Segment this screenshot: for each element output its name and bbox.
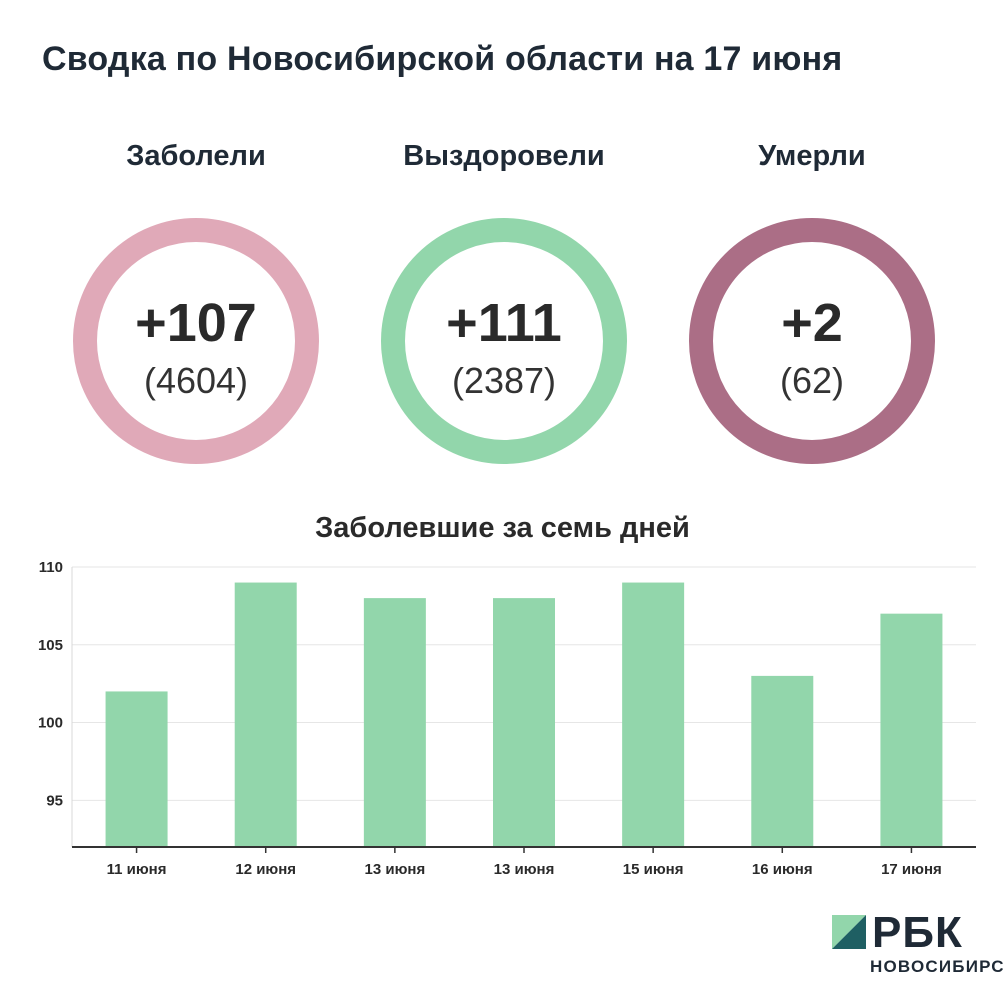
stat-delta: +107 (135, 293, 257, 353)
x-tick-label: 15 июня (623, 861, 684, 878)
bar (234, 582, 297, 847)
stat-label: Умерли (758, 140, 866, 172)
bar (880, 613, 943, 847)
x-tick-label: 17 июня (881, 861, 942, 878)
page-title: Сводка по Новосибирской области на 17 ию… (42, 40, 843, 78)
x-tick-label: 11 июня (107, 861, 167, 878)
stat-label: Заболели (126, 140, 266, 172)
stat-total: (62) (779, 360, 845, 401)
y-tick-label: 105 (38, 637, 63, 654)
bar (493, 598, 555, 847)
infected-ring: +107 (4604) (73, 218, 319, 464)
logo-name: РБК (872, 908, 963, 957)
stat-deaths: Умерли +2 (62) (682, 140, 942, 464)
bar (105, 691, 168, 847)
chart-title: Заболевшие за семь дней (315, 512, 690, 544)
y-tick-label: 110 (39, 559, 63, 576)
bar-chart: 95 100 105 110 11 июня 12 июня 13 июня 13 июня 1… (38, 559, 976, 878)
recovered-ring: +111 (2387) (381, 218, 627, 464)
stat-delta: +111 (446, 293, 562, 353)
x-tick-label: 12 июня (235, 861, 296, 878)
x-tick-label: 13 июня (365, 861, 426, 878)
x-tick-label: 13 июня (494, 861, 555, 878)
stat-recovered: Выздоровели +111 (2387) (374, 140, 634, 464)
bar (363, 598, 426, 847)
bar (622, 582, 685, 847)
stat-infected: Заболели +107 (4604) (66, 140, 326, 464)
logo-city: НОВОСИБИРСК (870, 957, 1005, 976)
stat-label: Выздоровели (403, 140, 605, 172)
deaths-ring: +2 (62) (689, 218, 935, 464)
stat-total: (2387) (451, 360, 557, 401)
y-tick-label: 100 (38, 715, 63, 732)
y-tick-label: 95 (46, 792, 63, 809)
x-tick-label: 16 июня (752, 861, 813, 878)
stat-delta: +2 (781, 293, 843, 353)
rbc-logo-mark-icon (832, 915, 866, 949)
stat-total: (4604) (143, 360, 249, 401)
bar (751, 675, 814, 847)
